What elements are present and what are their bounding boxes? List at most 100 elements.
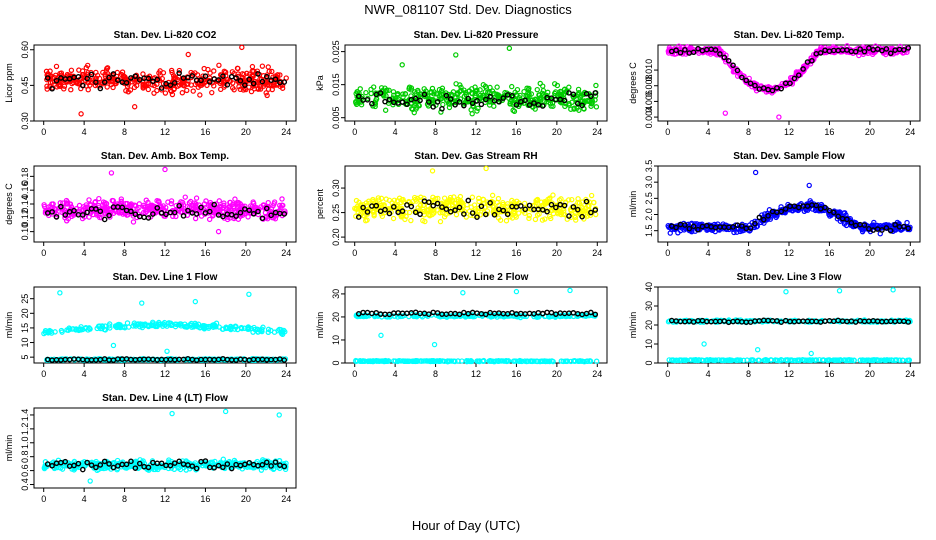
data-point [534, 86, 540, 93]
outlier-point [890, 287, 896, 293]
data-point [571, 105, 577, 111]
data-point [85, 62, 91, 69]
data-point [496, 93, 502, 99]
hourly-point [259, 78, 266, 85]
y-tick-label: 0.16 [20, 181, 30, 199]
x-tick-label: 16 [511, 248, 521, 258]
hourly-point [852, 48, 859, 55]
hourly-point [233, 75, 239, 81]
data-point [154, 87, 160, 94]
hourly-point [721, 318, 728, 324]
data-point [186, 200, 193, 206]
hourly-point [49, 85, 55, 92]
x-tick-label: 8 [122, 248, 127, 258]
data-point [193, 195, 200, 201]
data-point [550, 103, 556, 109]
data-point [550, 192, 556, 198]
data-point [526, 212, 533, 219]
data-point [232, 196, 238, 202]
hourly-point [110, 71, 117, 77]
hourly-point [128, 208, 134, 215]
x-tick-label: 24 [281, 248, 291, 258]
data-point [517, 92, 523, 99]
data-point [46, 204, 52, 210]
data-point [176, 67, 183, 74]
hourly-point [233, 213, 239, 219]
x-tick-label: 12 [784, 127, 794, 137]
hourly-point [465, 197, 472, 204]
data-point [86, 214, 92, 220]
data-point [545, 89, 551, 96]
hourly-point [97, 208, 104, 215]
data-point [254, 68, 261, 74]
data-point [154, 198, 160, 204]
y-tick-label: 20 [331, 312, 341, 322]
hourly-point [496, 98, 502, 105]
y-axis-label: degrees C [628, 62, 638, 104]
data-point [472, 84, 478, 90]
colored-series [41, 166, 288, 235]
hourly-point [905, 45, 912, 51]
outlier-point [754, 347, 761, 353]
hourly-point [535, 206, 542, 213]
data-point [197, 92, 203, 98]
data-point [420, 217, 426, 224]
x-tick-label: 4 [706, 369, 711, 379]
data-point [248, 88, 255, 95]
x-tick-label: 8 [433, 248, 438, 258]
outlier-point [752, 169, 759, 176]
hourly-point [193, 77, 200, 83]
colored-series [353, 45, 600, 117]
data-point [439, 88, 445, 94]
outlier-point [783, 289, 789, 295]
y-tick-label: 10 [644, 339, 654, 349]
figure-title: NWR_081107 Std. Dev. Diagnostics [364, 2, 572, 17]
data-point [222, 69, 229, 75]
data-point [44, 83, 50, 89]
hourly-point [452, 101, 458, 108]
data-point [192, 215, 199, 222]
y-tick-label: 10 [331, 335, 341, 345]
hourly-point [412, 95, 419, 102]
data-point [379, 213, 386, 220]
x-tick-label: 24 [592, 127, 602, 137]
hourly-point [176, 202, 182, 209]
outlier-point [131, 104, 138, 110]
y-tick-label: 0.005 [331, 106, 341, 129]
hourly-point [185, 207, 191, 214]
hourly-point [281, 211, 288, 217]
data-point [190, 88, 196, 94]
hourly-point [439, 204, 445, 210]
x-tick-label: 8 [746, 127, 751, 137]
data-point [173, 202, 179, 209]
x-tick-label: 20 [241, 127, 251, 137]
data-point [904, 219, 910, 226]
x-tick-label: 0 [665, 127, 670, 137]
y-tick-label: 1.0 [20, 437, 30, 450]
x-tick-label: 16 [511, 127, 521, 137]
y-tick-label: 0.008 [644, 74, 654, 97]
data-point [263, 90, 269, 96]
data-point [257, 86, 264, 92]
outlier-point [78, 111, 84, 117]
hourly-point [386, 96, 393, 103]
panel-title: Stan. Dev. Amb. Box Temp. [101, 151, 229, 162]
data-point [415, 89, 421, 95]
x-tick-label: 20 [241, 369, 251, 379]
hourly-point [417, 211, 423, 218]
hourly-point [88, 71, 95, 78]
hourly-point [145, 215, 152, 221]
data-point [494, 84, 500, 90]
hourly-point [207, 208, 213, 215]
data-point [446, 101, 453, 107]
hourly-point [246, 207, 253, 214]
hourly-point [474, 214, 480, 220]
hourly-point [369, 203, 375, 209]
x-tick-label: 0 [41, 248, 46, 258]
hourly-point [509, 92, 515, 99]
x-tick-label: 8 [433, 369, 438, 379]
data-point [150, 209, 156, 215]
x-tick-label: 16 [824, 127, 834, 137]
panel-title: Stan. Dev. Line 1 Flow [113, 272, 218, 283]
